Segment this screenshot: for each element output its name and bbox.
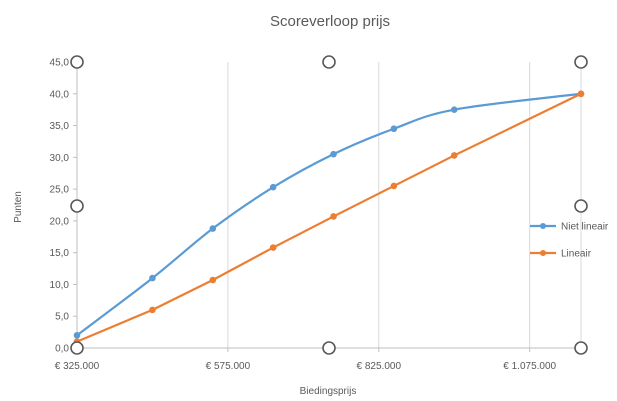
series-line-lineair	[76, 92, 582, 343]
y-tick-label: 45,0	[50, 58, 70, 69]
x-axis-label: Biedingsprijs	[300, 386, 357, 397]
data-point	[330, 150, 337, 158]
x-tick-label: € 1.075.000	[503, 361, 556, 372]
resize-handle[interactable]	[70, 55, 84, 69]
y-tick-label: 20,0	[50, 216, 70, 227]
resize-handle[interactable]	[574, 341, 588, 355]
resize-handle[interactable]	[574, 55, 588, 69]
data-point	[269, 244, 277, 251]
x-tick-label: € 575.000	[206, 361, 251, 372]
x-tick-label: € 325.000	[55, 361, 100, 372]
data-point	[209, 225, 217, 232]
selection-handles	[70, 55, 588, 355]
series-layer	[73, 90, 585, 345]
legend-marker	[540, 223, 546, 229]
legend-marker	[540, 250, 546, 256]
resize-handle[interactable]	[574, 199, 588, 213]
data-point	[73, 331, 81, 339]
data-point	[577, 90, 585, 98]
y-tick-label: 5,0	[55, 312, 69, 323]
resize-handle[interactable]	[322, 341, 336, 355]
y-axis-label: Punten	[13, 191, 24, 223]
x-tick-label: € 825.000	[357, 361, 402, 372]
y-tick-label: 0,0	[55, 344, 69, 355]
legend-label: Niet lineair	[561, 222, 609, 233]
data-point	[450, 152, 458, 159]
chart-title: Scoreverloop prijs	[270, 13, 390, 30]
y-tick-label: 35,0	[50, 121, 70, 132]
data-point	[149, 306, 156, 314]
data-point	[269, 183, 277, 191]
data-point	[450, 106, 458, 113]
data-point	[390, 125, 398, 133]
data-point	[209, 276, 217, 284]
legend-label: Lineair	[561, 249, 592, 260]
resize-handle[interactable]	[70, 199, 84, 213]
y-tick-label: 30,0	[50, 153, 70, 164]
y-tick-label: 40,0	[50, 89, 70, 100]
y-tick-label: 15,0	[50, 248, 70, 259]
data-point	[149, 274, 156, 282]
resize-handle[interactable]	[322, 55, 336, 69]
axes: 0,0 5,0 10,0 15,0 20,0 25,0 30,0 35,0 40,0 45,0 € …	[50, 58, 581, 372]
gridlines	[227, 62, 582, 348]
y-tick-label: 25,0	[50, 185, 70, 196]
resize-handle[interactable]	[70, 341, 84, 355]
y-tick-label: 10,0	[50, 280, 70, 291]
data-point	[390, 182, 398, 190]
legend: Niet lineair Lineair	[530, 222, 609, 260]
data-point	[330, 213, 337, 220]
